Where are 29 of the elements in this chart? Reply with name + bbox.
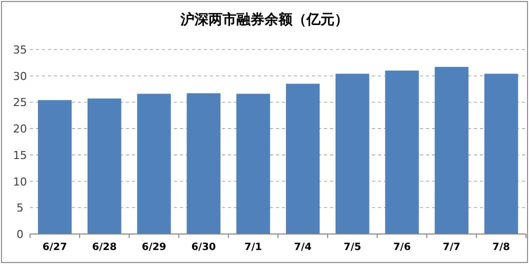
x-tick-label: 7/1 (244, 242, 262, 253)
bar (236, 94, 270, 234)
x-tick-label: 6/28 (92, 242, 117, 253)
bar (38, 100, 72, 234)
y-tick-label: 20 (13, 122, 27, 136)
bar (88, 98, 122, 234)
x-tick-label: 7/7 (442, 242, 460, 253)
x-tick-label: 7/8 (492, 242, 510, 253)
bar (137, 94, 171, 234)
x-tick-label: 6/29 (142, 242, 166, 253)
chart-title: 沪深两市融券余额（亿元） (180, 11, 348, 28)
x-tick-label: 6/27 (42, 242, 68, 253)
bar (186, 93, 220, 234)
y-tick-label: 5 (16, 202, 24, 215)
x-tick-label: 6/30 (191, 242, 216, 253)
y-tick-label: 35 (13, 44, 27, 56)
y-tick-label: 25 (13, 96, 27, 110)
y-tick-label: 10 (13, 175, 27, 188)
y-tick-label: 0 (16, 228, 24, 241)
x-tick-label: 7/5 (344, 242, 362, 253)
bar (286, 84, 320, 234)
x-tick-label: 7/4 (294, 242, 312, 253)
bar (385, 70, 419, 234)
x-tick-label: 7/6 (393, 242, 411, 253)
bar (484, 74, 518, 234)
bar (336, 74, 370, 234)
bar (434, 66, 468, 234)
y-tick-label: 15 (13, 148, 27, 162)
y-tick-label: 30 (13, 70, 27, 83)
